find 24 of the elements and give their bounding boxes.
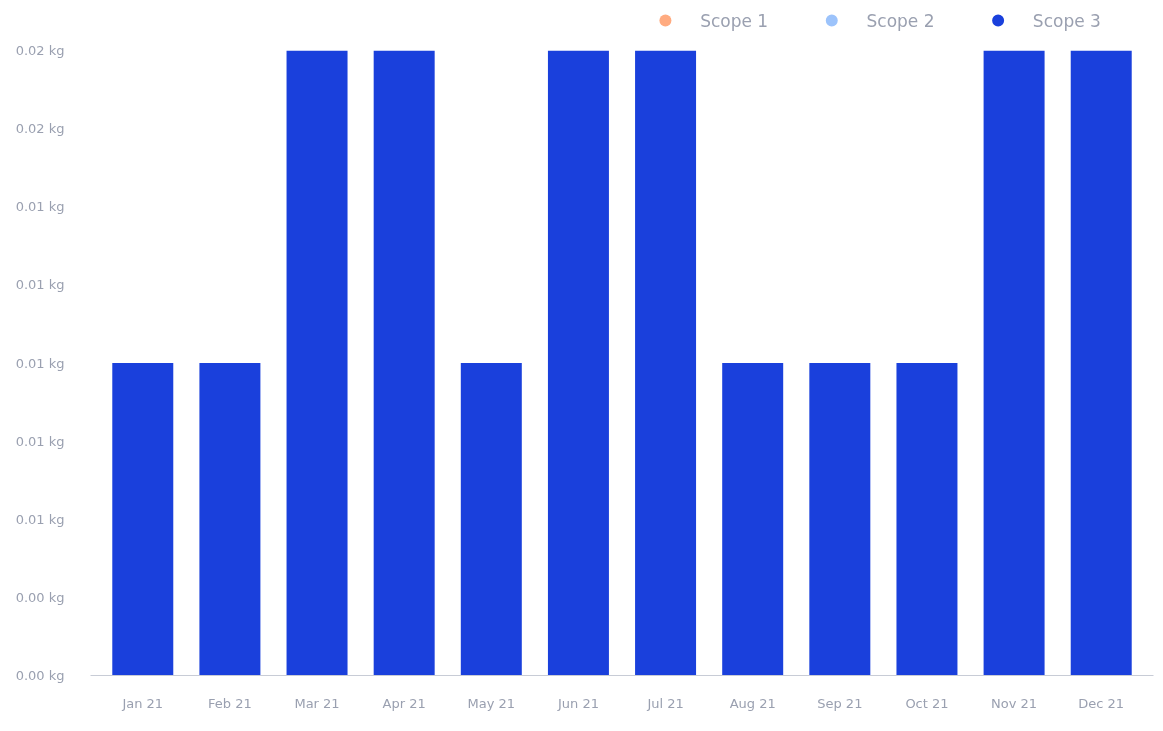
- legend-label: Scope 3: [1032, 10, 1101, 31]
- y-tick-label: 0.00 kg: [15, 668, 65, 683]
- y-tick-label: 0.01 kg: [15, 199, 65, 215]
- x-tick-label: Jul 21: [646, 695, 684, 711]
- legend-label: Scope 1: [700, 10, 769, 31]
- x-tick-label: Sep 21: [817, 695, 863, 711]
- y-tick-label: 0.02 kg: [15, 121, 65, 137]
- y-tick-label: 0.01 kg: [15, 277, 65, 293]
- x-tick-label: Jan 21: [121, 695, 164, 711]
- x-tick-label: Feb 21: [208, 695, 252, 711]
- x-tick-label: Oct 21: [905, 695, 949, 711]
- x-tick-label: Apr 21: [382, 695, 426, 711]
- x-tick-label: May 21: [467, 695, 516, 711]
- x-tick-label: Nov 21: [991, 695, 1038, 711]
- y-tick-label: 0.01 kg: [15, 511, 65, 527]
- y-tick-label: 0.01 kg: [15, 355, 65, 371]
- legend-label: Scope 2: [866, 10, 935, 31]
- y-tick-label: 0.00 kg: [15, 589, 65, 605]
- x-tick-label: Mar 21: [294, 695, 340, 711]
- y-tick-label: 0.01 kg: [15, 433, 65, 449]
- x-tick-label: Dec 21: [1078, 695, 1125, 711]
- y-tick-label: 0.02 kg: [15, 43, 65, 58]
- x-tick-label: Jun 21: [556, 695, 599, 711]
- x-tick-label: Aug 21: [729, 695, 776, 711]
